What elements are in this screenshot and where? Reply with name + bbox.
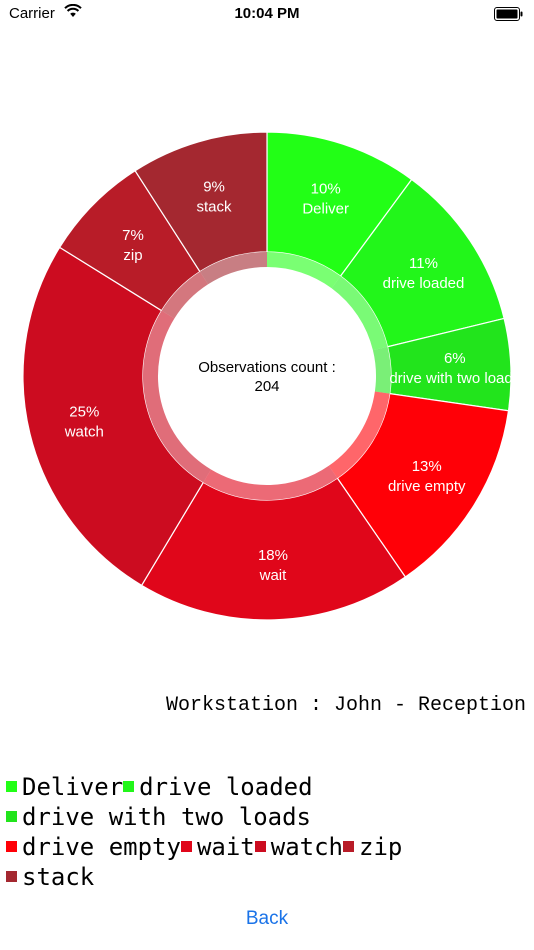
inner-ring-drive-with-two-loads <box>372 346 391 394</box>
donut-chart: Observations count : 204 10% Deliver 11% dr… <box>22 131 520 621</box>
slice-name-label: stack <box>197 199 233 216</box>
legend-label: wait <box>196 833 255 861</box>
center-title: Observations count : <box>198 359 336 376</box>
slice-percent-label: 18% <box>258 547 288 564</box>
inner-ring-drive-loaded <box>331 276 388 351</box>
legend-swatch <box>180 841 192 852</box>
legend-item: zip <box>343 832 402 862</box>
legend-row: stack <box>6 862 526 892</box>
legend-row: drive empty wait watch zip <box>6 832 526 862</box>
legend-swatch <box>6 811 17 822</box>
slice-percent-label: 7% <box>122 227 144 244</box>
slice-percent-label: 25% <box>69 403 99 420</box>
slice-name-label: watch <box>64 423 104 440</box>
slice-percent-label: 6% <box>444 350 466 367</box>
slice-percent-label: 11% <box>409 255 438 272</box>
legend-label: watch <box>270 833 343 861</box>
legend-item: drive loaded <box>123 772 313 802</box>
inner-ring-stack <box>199 252 268 285</box>
slice-percent-label: 9% <box>203 179 225 196</box>
center-count: 204 <box>254 378 279 395</box>
slice-name-label: Deliver <box>302 200 349 217</box>
slice-name-label: drive loaded <box>383 275 465 292</box>
legend-row: Deliver drive loaded <box>6 772 526 802</box>
slice-name-label: zip <box>123 247 142 264</box>
legend-item: watch <box>254 832 343 862</box>
legend-row: drive with two loads <box>6 802 526 832</box>
inner-ring-deliver <box>266 252 341 289</box>
legend-label: drive loaded <box>139 773 313 801</box>
chart-legend: Deliver drive loaded drive with two loads d… <box>6 772 526 892</box>
legend-label: drive with two loads <box>22 803 311 831</box>
carrier-label: Carrier <box>9 5 55 22</box>
legend-swatch <box>6 841 17 852</box>
battery-icon <box>494 7 523 21</box>
legend-item: drive with two loads <box>6 802 311 832</box>
inner-ring-watch <box>143 310 212 483</box>
legend-swatch <box>6 871 17 882</box>
back-button[interactable]: Back <box>245 908 289 929</box>
legend-label: zip <box>359 833 403 861</box>
legend-label: drive empty <box>22 833 181 861</box>
legend-item: drive empty <box>6 832 181 862</box>
slice-name-label: wait <box>259 567 288 584</box>
status-bar: Carrier 10:04 PM <box>0 0 534 28</box>
slice-percent-label: 13% <box>412 458 442 475</box>
legend-item: wait <box>180 832 255 862</box>
wifi-icon <box>64 4 82 17</box>
workstation-label: Workstation : John - Reception <box>165 694 526 717</box>
inner-ring-zip <box>161 271 209 319</box>
legend-label: stack <box>22 863 95 891</box>
inner-ring-wait <box>203 465 338 500</box>
inner-ring-drive-empty <box>328 391 390 479</box>
slice-name-label: drive empty <box>388 478 466 495</box>
legend-label: Deliver <box>22 773 124 801</box>
slice-percent-label: 10% <box>311 180 341 197</box>
legend-swatch <box>123 781 135 792</box>
legend-swatch <box>254 841 266 852</box>
status-time: 10:04 PM <box>234 5 300 22</box>
legend-swatch <box>343 841 354 852</box>
slice-name-label: drive with two loads <box>389 370 520 387</box>
legend-item: Deliver <box>6 772 123 802</box>
legend-swatch <box>6 781 17 792</box>
legend-item: stack <box>6 862 94 892</box>
